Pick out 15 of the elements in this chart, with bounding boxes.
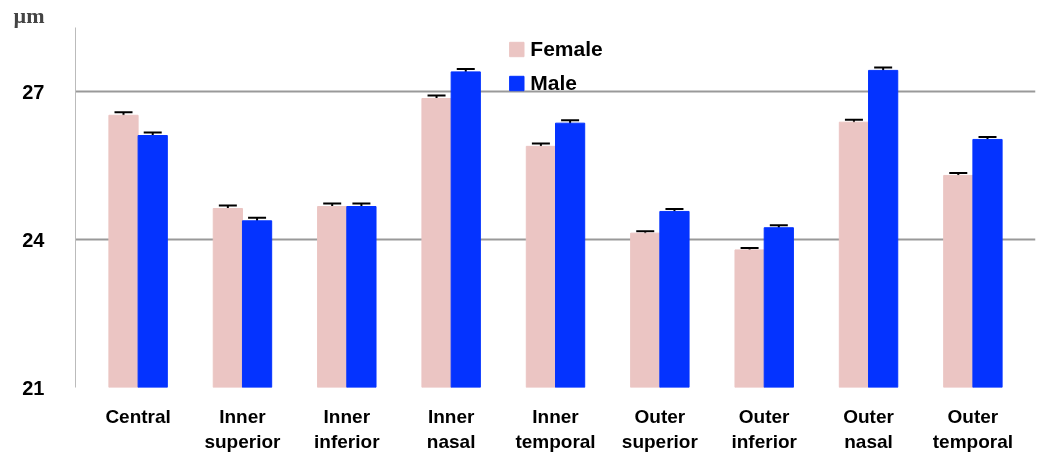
legend-label: Female xyxy=(530,37,603,61)
legend-label: Male xyxy=(530,71,577,95)
y-tick-label: 27 xyxy=(22,80,45,103)
x-tick-label: Inner superior xyxy=(204,405,282,452)
y-tick-label: 21 xyxy=(22,376,45,399)
y-axis-title: µm xyxy=(13,2,45,28)
x-tick-label: Outer inferior xyxy=(731,405,798,452)
x-tick-label: Inner temporal xyxy=(515,405,596,452)
x-tick-label: Outer nasal xyxy=(843,405,895,452)
x-tick-label: Inner inferior xyxy=(314,405,381,452)
x-tick-label: Outer superior xyxy=(621,405,699,452)
x-tick-label: Inner nasal xyxy=(426,405,476,452)
x-tick-label: Outer temporal xyxy=(932,405,1014,452)
x-tick-label: Central xyxy=(105,405,171,427)
y-tick-label: 24 xyxy=(22,228,46,251)
